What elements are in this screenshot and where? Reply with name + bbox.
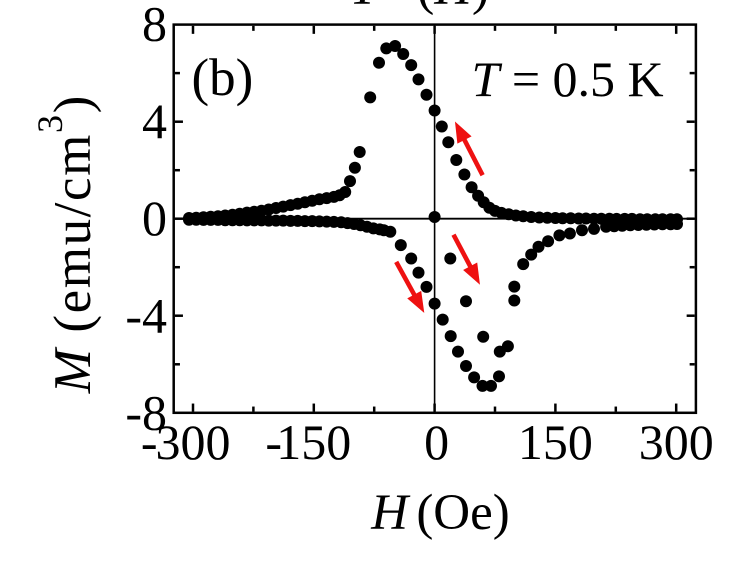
svg-text:150: 150 — [518, 414, 593, 470]
svg-text:300: 300 — [156, 414, 231, 470]
svg-text:300: 300 — [639, 414, 714, 470]
svg-text:H (Oe): H (Oe) — [370, 485, 510, 541]
svg-text:-: - — [141, 414, 158, 470]
svg-text:T = 0.5 K: T = 0.5 K — [472, 51, 664, 107]
svg-text:-8: -8 — [125, 384, 167, 440]
svg-text:-4: -4 — [125, 287, 167, 343]
svg-text:4: 4 — [142, 93, 167, 149]
svg-text:0: 0 — [424, 414, 449, 470]
svg-text:(H): (H) — [417, 0, 489, 16]
svg-text:8: 8 — [142, 0, 167, 51]
svg-text:0: 0 — [142, 190, 167, 246]
svg-text:150: 150 — [276, 414, 351, 470]
svg-text:-: - — [265, 414, 282, 470]
svg-text:T: T — [350, 0, 382, 16]
svg-text:(b): (b) — [192, 49, 254, 107]
